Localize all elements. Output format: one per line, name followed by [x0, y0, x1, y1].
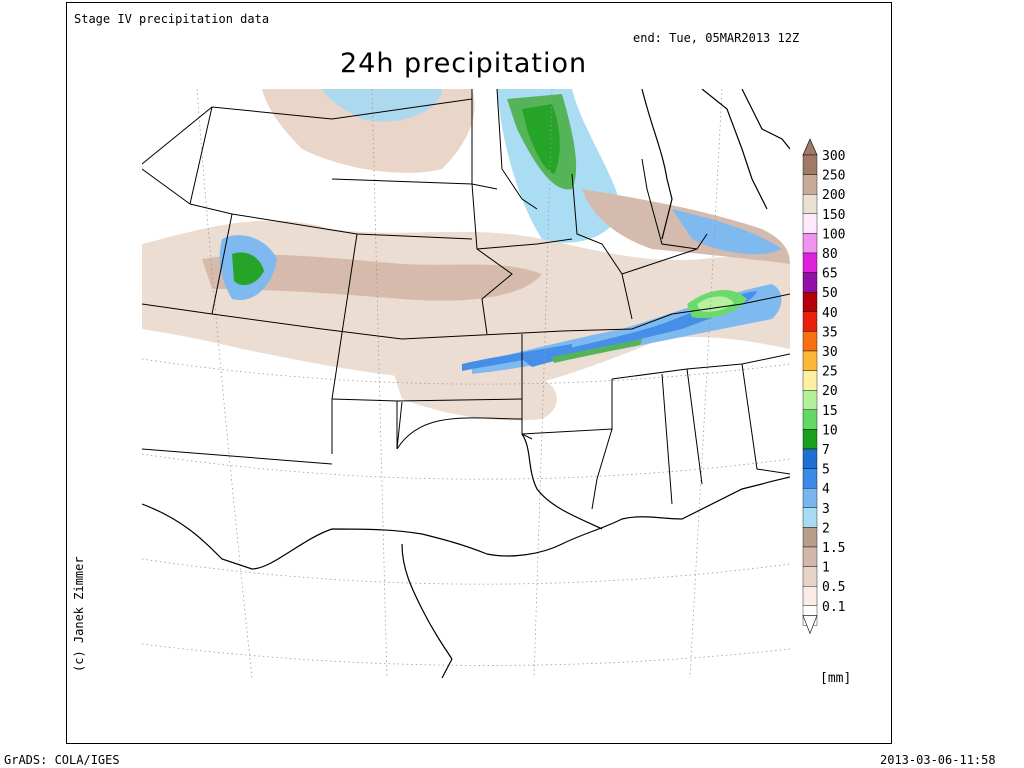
legend-label-4: 4 [822, 482, 830, 497]
legend-swatch-150 [802, 213, 818, 234]
legend-label-200: 200 [822, 188, 845, 203]
legend-swatch-20 [802, 390, 818, 411]
precipitation-map [142, 89, 790, 678]
state-boundaries [142, 89, 790, 510]
legend-swatch-80 [802, 252, 818, 273]
legend-cap-top [802, 138, 818, 156]
legend-label-100: 100 [822, 227, 845, 242]
legend-label-3: 3 [822, 502, 830, 517]
legend-label-10: 10 [822, 423, 838, 438]
legend-label-150: 150 [822, 208, 845, 223]
legend-swatch-0.5 [802, 586, 818, 607]
legend-label-1.5: 1.5 [822, 541, 845, 556]
legend-label-35: 35 [822, 325, 838, 340]
graticule [142, 89, 790, 678]
legend-label-0.1: 0.1 [822, 600, 845, 615]
legend-swatch-300 [802, 154, 818, 175]
legend-label-40: 40 [822, 306, 838, 321]
legend-swatch-2 [802, 527, 818, 548]
legend-swatch-1.5 [802, 546, 818, 567]
legend-label-50: 50 [822, 286, 838, 301]
legend-label-2: 2 [822, 521, 830, 536]
footer-timestamp: 2013-03-06-11:58 [880, 753, 996, 767]
legend-label-30: 30 [822, 345, 838, 360]
legend-label-0.5: 0.5 [822, 580, 845, 595]
legend-label-25: 25 [822, 365, 838, 380]
legend-label-20: 20 [822, 384, 838, 399]
plot-frame [66, 2, 892, 744]
coastlines [142, 89, 790, 678]
legend-swatch-50 [802, 292, 818, 313]
legend-swatch-5 [802, 468, 818, 489]
legend-swatch-35 [802, 331, 818, 352]
legend-label-7: 7 [822, 443, 830, 458]
legend-swatch-1 [802, 566, 818, 587]
legend-swatch-30 [802, 350, 818, 371]
precip-shading [142, 89, 790, 421]
end-time-label: end: Tue, 05MAR2013 12Z [633, 31, 800, 45]
legend-swatch-10 [802, 429, 818, 450]
legend-label-5: 5 [822, 463, 830, 478]
legend-label-65: 65 [822, 267, 838, 282]
legend-label-300: 300 [822, 149, 845, 164]
legend-swatch-200 [802, 193, 818, 214]
footer-software: GrADS: COLA/IGES [4, 753, 120, 767]
legend-label-250: 250 [822, 169, 845, 184]
legend-label-1: 1 [822, 561, 830, 576]
legend-label-80: 80 [822, 247, 838, 262]
legend-label-15: 15 [822, 404, 838, 419]
legend-swatch-100 [802, 233, 818, 254]
legend-swatch-250 [802, 174, 818, 195]
legend-cap-bottom [802, 615, 818, 635]
legend-swatch-4 [802, 488, 818, 509]
legend-swatch-25 [802, 370, 818, 391]
legend-swatch-7 [802, 448, 818, 469]
legend-swatch-65 [802, 272, 818, 293]
dataset-title: Stage IV precipitation data [74, 12, 270, 26]
main-title: 24h precipitation [340, 48, 588, 79]
legend-swatch-40 [802, 311, 818, 332]
legend-swatch-15 [802, 409, 818, 430]
legend-swatch-3 [802, 507, 818, 528]
legend-unit: [mm] [820, 671, 852, 686]
